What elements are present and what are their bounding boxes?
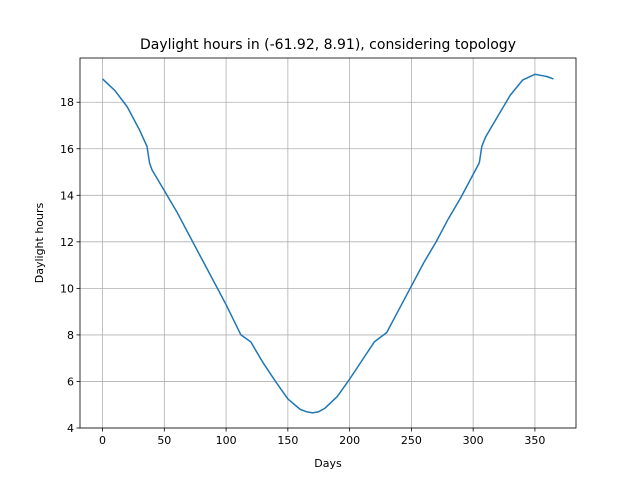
x-tick-label: 250	[401, 434, 422, 447]
y-tick-label: 4	[67, 422, 74, 435]
series-layer	[102, 73, 554, 414]
daylight-series-line	[102, 73, 554, 414]
y-tick-label: 18	[60, 96, 74, 109]
x-tick-label: 50	[157, 434, 171, 447]
x-tick-label: 300	[463, 434, 484, 447]
x-tick-label: 150	[277, 434, 298, 447]
x-tick-label: 200	[339, 434, 360, 447]
y-tick-label: 8	[67, 329, 74, 342]
x-tick-label: 350	[524, 434, 545, 447]
y-tick-label: 14	[60, 189, 74, 202]
y-axis-label: Daylight hours	[33, 202, 46, 283]
x-tick-label: 100	[216, 434, 237, 447]
grid	[80, 58, 576, 429]
y-tick-label: 10	[60, 282, 74, 295]
x-axis-ticks: 0 50 100 150 200 250 300 350	[99, 428, 545, 447]
y-tick-label: 12	[60, 236, 74, 249]
y-tick-label: 16	[60, 143, 74, 156]
x-tick-label: 0	[99, 434, 106, 447]
chart-title: Daylight hours in (-61.92, 8.91), consid…	[140, 37, 516, 53]
y-tick-label: 6	[67, 375, 74, 388]
x-axis-label: Days	[314, 457, 342, 470]
y-axis-ticks: 4 6 8 10 12 14 16 18	[60, 96, 80, 435]
plot-frame	[79, 57, 577, 429]
